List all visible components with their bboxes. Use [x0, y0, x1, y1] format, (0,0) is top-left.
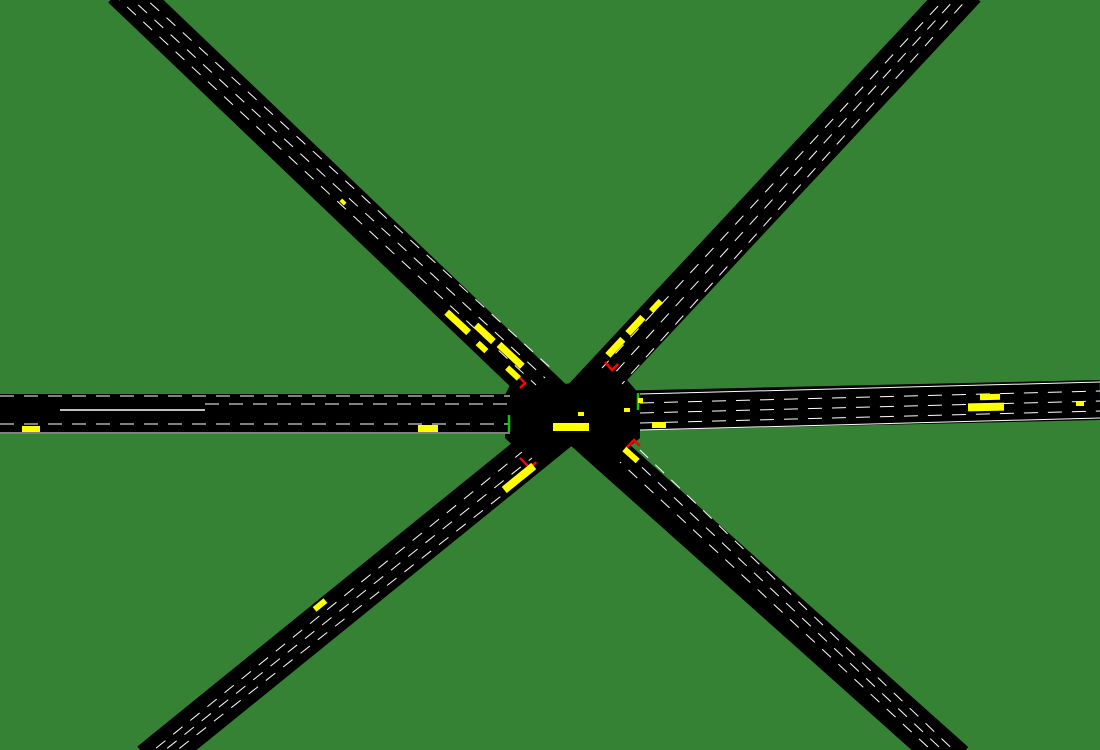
lane-marking — [639, 400, 1100, 414]
vehicle — [638, 398, 643, 403]
vehicle — [624, 408, 630, 412]
vehicle — [312, 598, 328, 612]
lane-marking — [619, 461, 932, 750]
vehicle — [553, 423, 589, 431]
lane-marking — [621, 0, 967, 385]
lane-marking — [176, 463, 543, 750]
vehicle — [979, 393, 1001, 401]
lane-marking — [118, 0, 537, 386]
vehicles — [22, 198, 1084, 612]
lane-marking — [164, 457, 533, 750]
lane-marking — [639, 410, 1100, 424]
lane-marking — [639, 390, 1100, 404]
vehicle — [605, 336, 626, 358]
lane-marking — [629, 455, 943, 750]
lane-marking — [153, 451, 523, 750]
vehicle — [473, 322, 496, 345]
vehicle — [475, 340, 489, 354]
vehicle — [625, 314, 646, 336]
vehicle — [578, 412, 584, 416]
vehicle — [652, 422, 666, 428]
road-southwest-arm — [137, 404, 585, 750]
road-east-arm — [559, 380, 1100, 432]
road-northwest-arm — [108, 0, 582, 429]
vehicle — [649, 298, 663, 314]
lane-marking — [132, 0, 546, 379]
vehicle — [22, 426, 40, 432]
vehicle — [967, 402, 1005, 412]
junction-area — [505, 360, 640, 462]
lane-marking — [639, 381, 1100, 395]
lane-marking — [146, 0, 555, 372]
signal-se-stopline — [625, 438, 641, 449]
vehicle — [339, 198, 347, 206]
vehicle — [501, 462, 537, 494]
vehicle — [496, 341, 525, 369]
lane-marking — [639, 417, 1100, 431]
vehicle — [505, 365, 521, 381]
vehicle — [1076, 401, 1084, 406]
road-northeast-arm — [553, 0, 981, 428]
vehicle — [418, 425, 438, 432]
vehicle — [622, 446, 640, 464]
signal-ne-stopline — [604, 361, 619, 372]
lane-marking — [639, 449, 955, 750]
vehicle — [444, 309, 472, 336]
